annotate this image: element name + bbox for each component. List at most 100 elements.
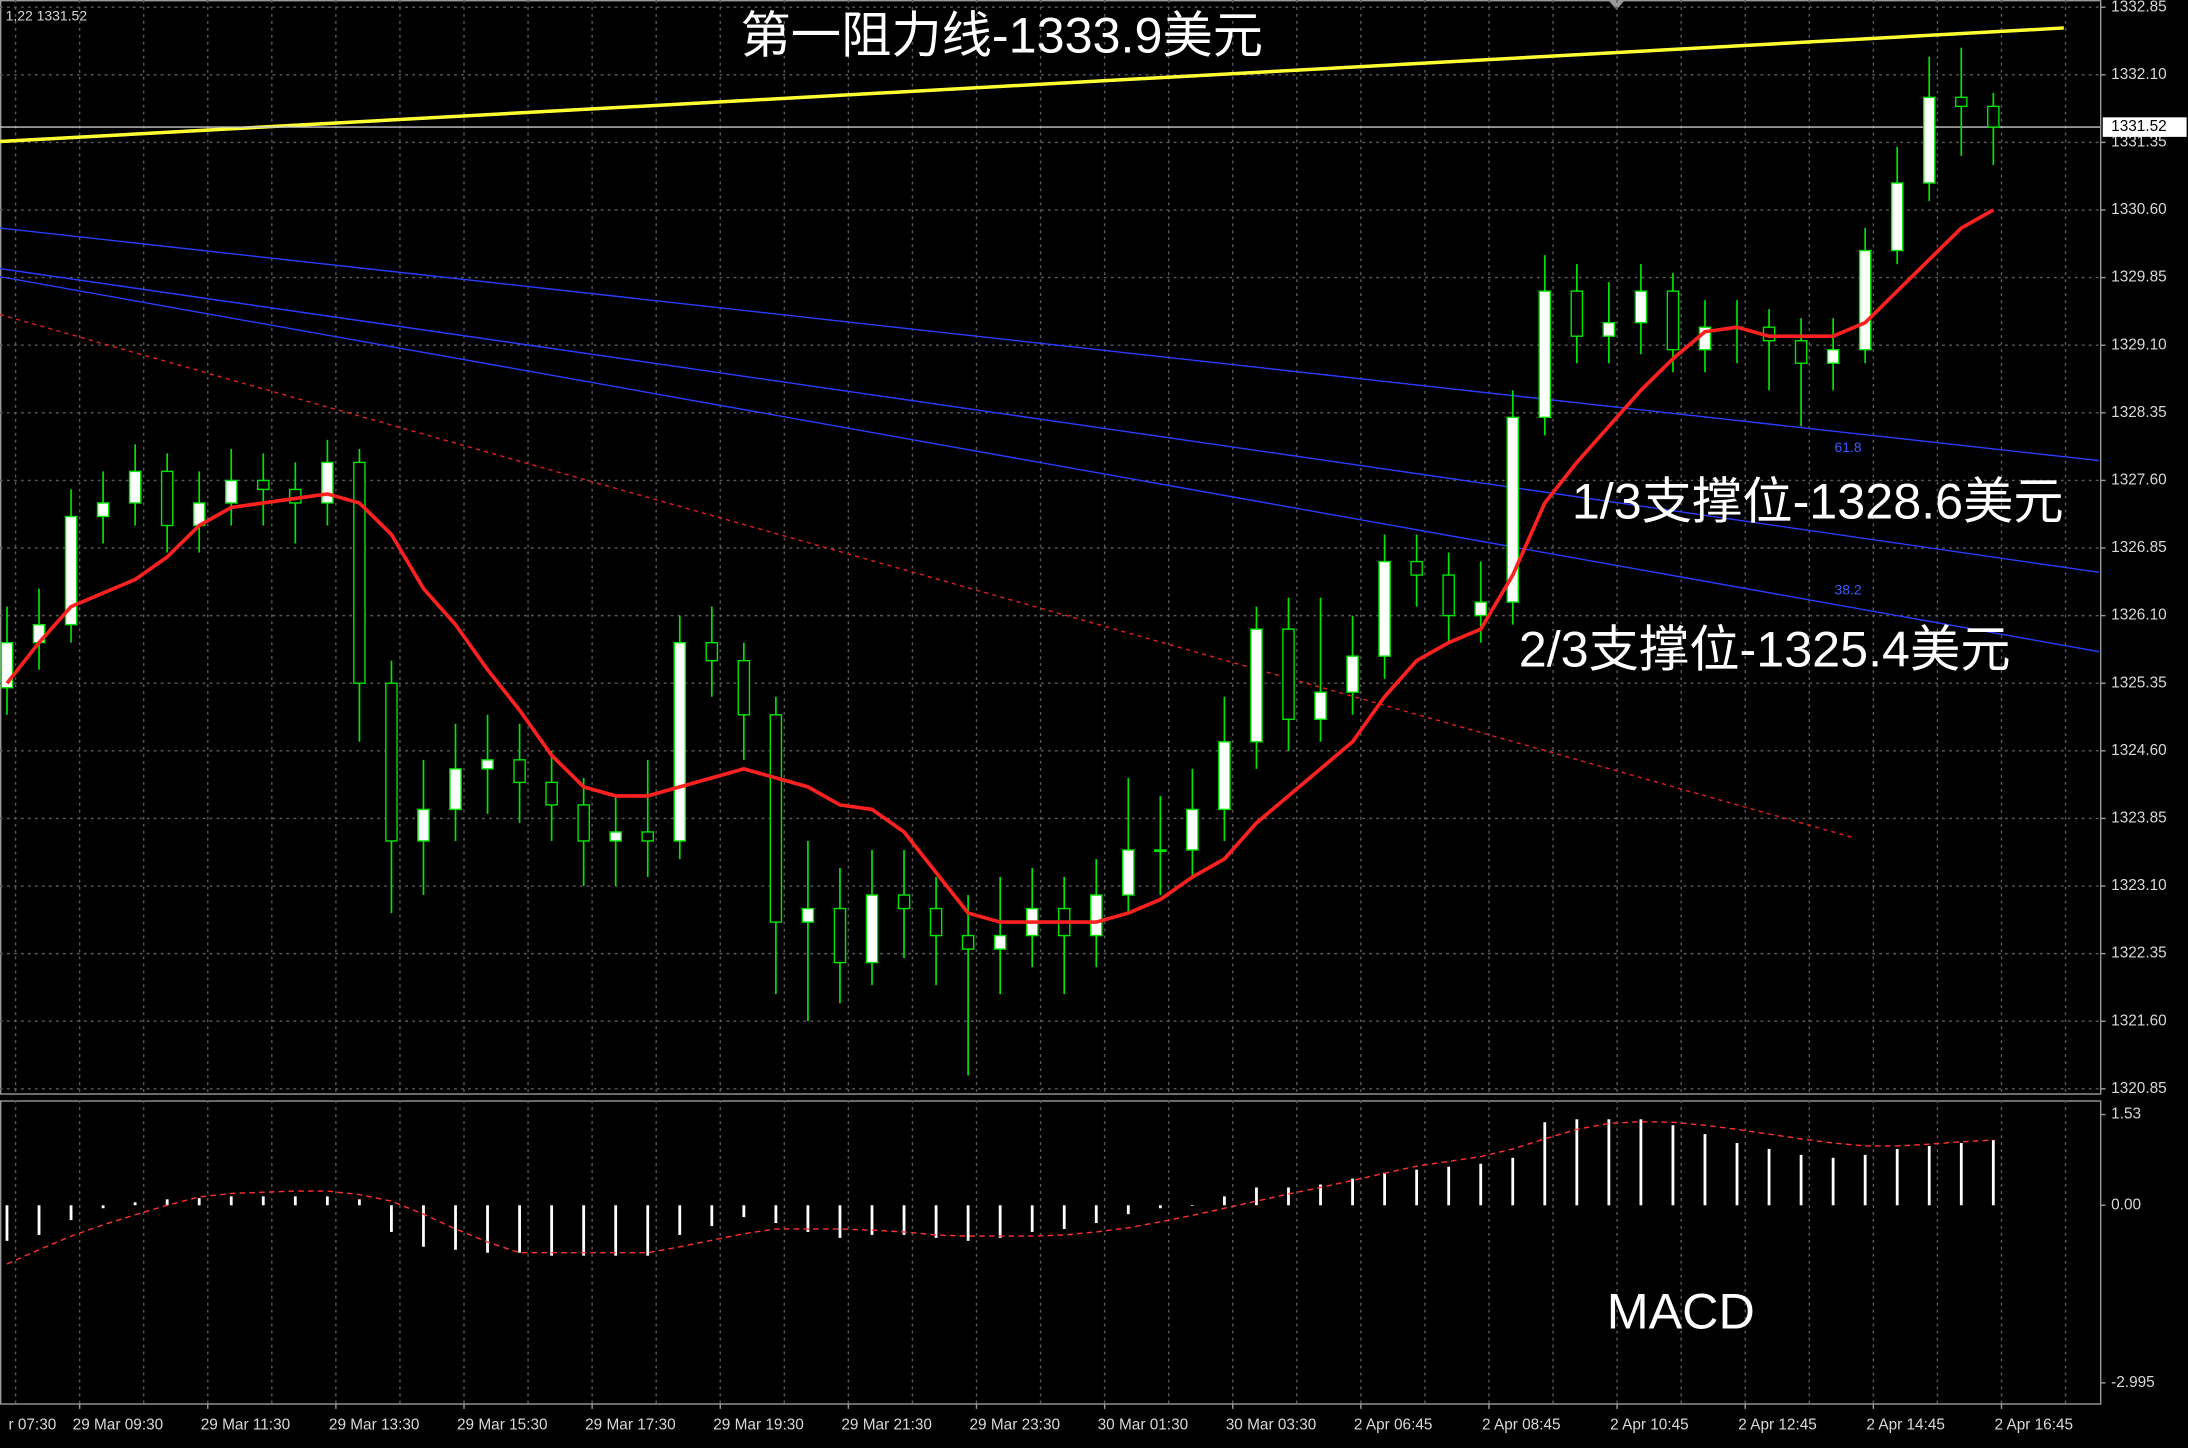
candle-body bbox=[1346, 655, 1359, 693]
macd-bar bbox=[1927, 1145, 1931, 1206]
y-tick-label: 1321.60 bbox=[2111, 1012, 2167, 1029]
macd-bar bbox=[838, 1205, 842, 1238]
x-tick-label: 2 Apr 10:45 bbox=[1610, 1417, 1689, 1434]
macd-bar bbox=[101, 1205, 105, 1209]
price-box bbox=[2102, 117, 2187, 137]
macd-bar bbox=[454, 1205, 457, 1250]
trendline bbox=[0, 276, 2100, 653]
macd-bar bbox=[1639, 1119, 1643, 1206]
macd-bar bbox=[774, 1205, 778, 1224]
y-tick-label: 1328.35 bbox=[2111, 404, 2167, 421]
macd-bar bbox=[165, 1199, 169, 1206]
candle-body bbox=[577, 804, 590, 842]
header-text: 1,22 1331.52 bbox=[6, 7, 88, 23]
candle-body bbox=[1634, 290, 1648, 324]
macd-bar bbox=[197, 1198, 201, 1206]
x-tick-label: r 07:30 bbox=[8, 1417, 56, 1434]
x-tick-label: 30 Mar 01:30 bbox=[1098, 1417, 1189, 1434]
candle-body bbox=[1890, 182, 1904, 252]
candle-body bbox=[545, 781, 558, 806]
macd-bar bbox=[1831, 1157, 1835, 1206]
candle-body bbox=[385, 682, 398, 842]
macd-bar bbox=[1703, 1134, 1707, 1206]
y-tick-label: 1.53 bbox=[2111, 1106, 2141, 1123]
macd-bar bbox=[1383, 1172, 1386, 1206]
macd-bar bbox=[37, 1205, 41, 1235]
fib-label: 61.8 bbox=[1835, 439, 1862, 455]
y-tick-label: 1329.10 bbox=[2111, 336, 2167, 353]
macd-bar bbox=[486, 1205, 489, 1253]
y-tick-label: 1323.10 bbox=[2111, 877, 2167, 894]
macd-bar bbox=[646, 1205, 650, 1256]
candle-body bbox=[1378, 560, 1391, 657]
macd-bar bbox=[1607, 1119, 1611, 1206]
macd-bar bbox=[710, 1205, 714, 1227]
candle-body bbox=[705, 641, 719, 662]
y-tick-label: 1327.60 bbox=[2111, 471, 2167, 488]
macd-bar bbox=[1991, 1140, 1995, 1206]
candle-body bbox=[897, 894, 911, 910]
macd-bar bbox=[870, 1205, 874, 1235]
macd-title: MACD bbox=[1607, 1283, 1755, 1340]
candle-body bbox=[64, 515, 78, 626]
macd-bar bbox=[69, 1205, 73, 1221]
candle-body bbox=[160, 470, 174, 527]
candle-body bbox=[1474, 601, 1488, 617]
macd-bar bbox=[1511, 1157, 1515, 1206]
candle-body bbox=[609, 831, 622, 842]
macd-bar bbox=[5, 1205, 9, 1241]
macd-bar bbox=[133, 1202, 137, 1206]
x-tick-label: 29 Mar 21:30 bbox=[841, 1417, 932, 1434]
macd-bar bbox=[1799, 1154, 1803, 1206]
candle-body bbox=[801, 907, 815, 923]
candle-body bbox=[1570, 290, 1584, 337]
candle-body bbox=[673, 641, 687, 842]
candle-body bbox=[1858, 249, 1872, 351]
x-tick-label: 29 Mar 13:30 bbox=[329, 1417, 420, 1434]
candle-body bbox=[833, 907, 847, 964]
candle-body bbox=[1154, 849, 1167, 853]
macd-bar bbox=[934, 1205, 938, 1238]
macd-bar bbox=[422, 1205, 425, 1247]
candle-body bbox=[96, 502, 110, 518]
y-tick-label: 1326.85 bbox=[2111, 539, 2167, 556]
candle-body bbox=[417, 808, 430, 842]
macd-bar bbox=[1671, 1125, 1675, 1206]
macd-bar bbox=[1223, 1196, 1226, 1206]
candle-body bbox=[224, 479, 238, 504]
macd-bar bbox=[998, 1205, 1002, 1238]
x-tick-label: 29 Mar 19:30 bbox=[713, 1417, 804, 1434]
candle-body bbox=[961, 934, 975, 950]
macd-bar bbox=[1415, 1169, 1419, 1206]
macd-panel-frame bbox=[0, 1100, 2102, 1405]
candle-body bbox=[256, 479, 270, 491]
x-tick-label: 2 Apr 08:45 bbox=[1482, 1417, 1561, 1434]
macd-bar bbox=[1062, 1205, 1066, 1229]
candle-body bbox=[1122, 849, 1135, 896]
macd-bar bbox=[518, 1205, 521, 1253]
macd-bar bbox=[966, 1205, 970, 1241]
candle-body bbox=[993, 934, 1007, 950]
candle-body bbox=[929, 907, 943, 937]
moving-average bbox=[5, 208, 1995, 924]
candle-body bbox=[0, 641, 14, 689]
x-tick-label: 2 Apr 12:45 bbox=[1738, 1417, 1817, 1434]
macd-bar bbox=[550, 1205, 554, 1256]
candle-body bbox=[641, 831, 655, 842]
annotation: 2/3支撑位-1325.4美元 bbox=[1519, 621, 2011, 678]
macd-bar bbox=[902, 1205, 906, 1235]
macd-bar bbox=[1190, 1205, 1194, 1206]
candle-body bbox=[353, 461, 366, 684]
y-tick-label: 1330.60 bbox=[2111, 201, 2167, 218]
candle-body bbox=[1538, 290, 1552, 419]
y-tick-label: 1323.85 bbox=[2111, 809, 2167, 826]
macd-bar bbox=[1543, 1122, 1547, 1206]
macd-bar bbox=[1959, 1143, 1963, 1206]
trendline bbox=[0, 26, 2064, 144]
candle-body bbox=[1314, 691, 1327, 720]
y-tick-label: 0.00 bbox=[2111, 1196, 2141, 1213]
fib-label: 38.2 bbox=[1835, 581, 1862, 597]
price-box-label: 1331.52 bbox=[2111, 118, 2167, 135]
candle-body bbox=[1186, 808, 1199, 851]
